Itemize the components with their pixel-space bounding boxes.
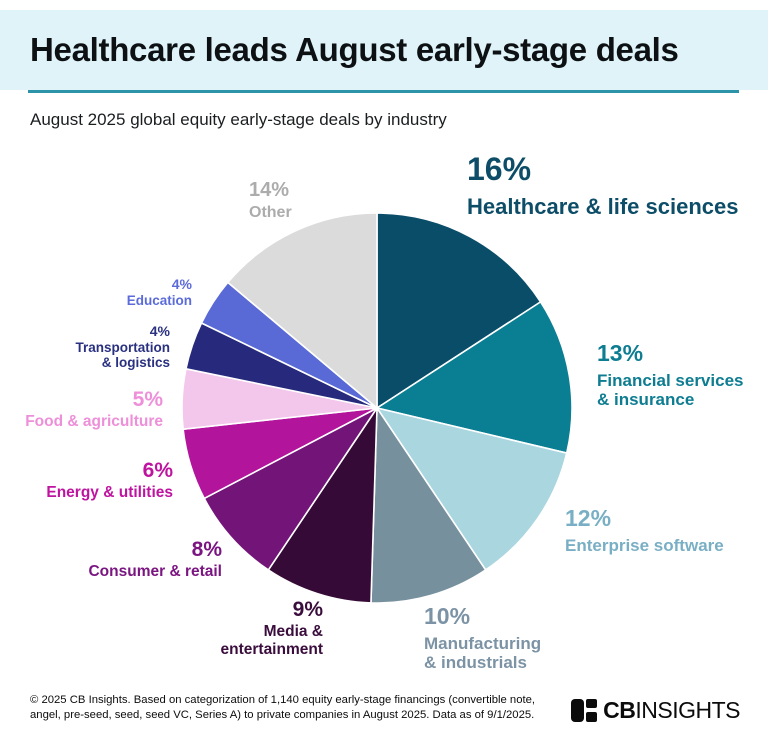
logo-block-left: [571, 698, 585, 722]
logo-blocks-right: [586, 698, 598, 722]
segment-name: Media & entertainment: [220, 623, 324, 658]
pie-slice-other: [227, 212, 378, 409]
pie-slice-enterprise: [376, 407, 568, 571]
segment-name: Food & agriculture: [25, 413, 163, 430]
percent-value: 6%: [142, 459, 173, 482]
pie-slice-financial: [376, 301, 573, 454]
segment-name: Enterprise software: [565, 536, 724, 555]
label-financial-services-insurance: 13% Financial services & insurance: [597, 340, 744, 410]
header-band: Healthcare leads August early-stage deal…: [0, 10, 768, 90]
percent-value: 13%: [597, 340, 644, 366]
label-food-agriculture: 5% Food & agriculture: [25, 388, 163, 431]
pie-slice-healthcare: [376, 212, 542, 409]
label-manufacturing-industrials: 10% Manufacturing & industrials: [424, 603, 542, 673]
segment-name: Consumer & retail: [88, 563, 222, 580]
label-media-entertainment: 9% Media & entertainment: [221, 598, 324, 659]
percent-value: 10%: [424, 603, 471, 629]
logo-text-insights: INSIGHTS: [635, 696, 740, 723]
header-divider: [28, 90, 739, 93]
percent-value: 16%: [467, 151, 532, 187]
label-consumer-retail: 8% Consumer & retail: [88, 538, 222, 581]
source-note: © 2025 CB Insights. Based on categorizat…: [30, 694, 536, 721]
percent-value: 5%: [132, 388, 163, 411]
label-other: 14% Other: [249, 179, 292, 222]
label-education: 4% Education: [127, 276, 192, 308]
percent-value: 14%: [249, 179, 290, 201]
segment-name: Financial services & insurance: [597, 371, 744, 409]
segment-name: Other: [249, 204, 292, 221]
label-transportation-logistics: 4% Transportation & logistics: [75, 323, 170, 370]
logo-block-top-right: [586, 698, 598, 708]
percent-value: 12%: [565, 505, 612, 531]
page-title: Healthcare leads August early-stage deal…: [30, 31, 679, 68]
segment-name: Energy & utilities: [46, 484, 173, 501]
pie-slice-manufacturing: [370, 407, 487, 604]
pie-slice-media: [267, 407, 378, 604]
label-energy-utilities: 6% Energy & utilities: [46, 459, 173, 502]
cbinsights-logo: CB INSIGHTS: [571, 697, 740, 723]
percent-value: 4%: [171, 276, 192, 292]
segment-name: Transportation & logistics: [75, 340, 170, 370]
logo-block-bottom-right: [586, 711, 598, 722]
segment-name: Education: [126, 293, 192, 308]
pie-slice-consumer: [203, 407, 378, 571]
cbinsights-logo-icon: [571, 698, 598, 722]
label-enterprise-software: 12% Enterprise software: [565, 505, 724, 556]
logo-text-cb: CB: [603, 696, 636, 723]
percent-value: 8%: [191, 538, 222, 561]
percent-value: 4%: [149, 323, 170, 339]
percent-value: 9%: [292, 598, 323, 621]
segment-name: Manufacturing & industrials: [424, 634, 542, 672]
chart-subtitle: August 2025 global equity early-stage de…: [30, 110, 447, 129]
label-healthcare-life-sciences: 16% Healthcare & life sciences: [467, 152, 738, 219]
segment-name: Healthcare & life sciences: [467, 194, 739, 219]
